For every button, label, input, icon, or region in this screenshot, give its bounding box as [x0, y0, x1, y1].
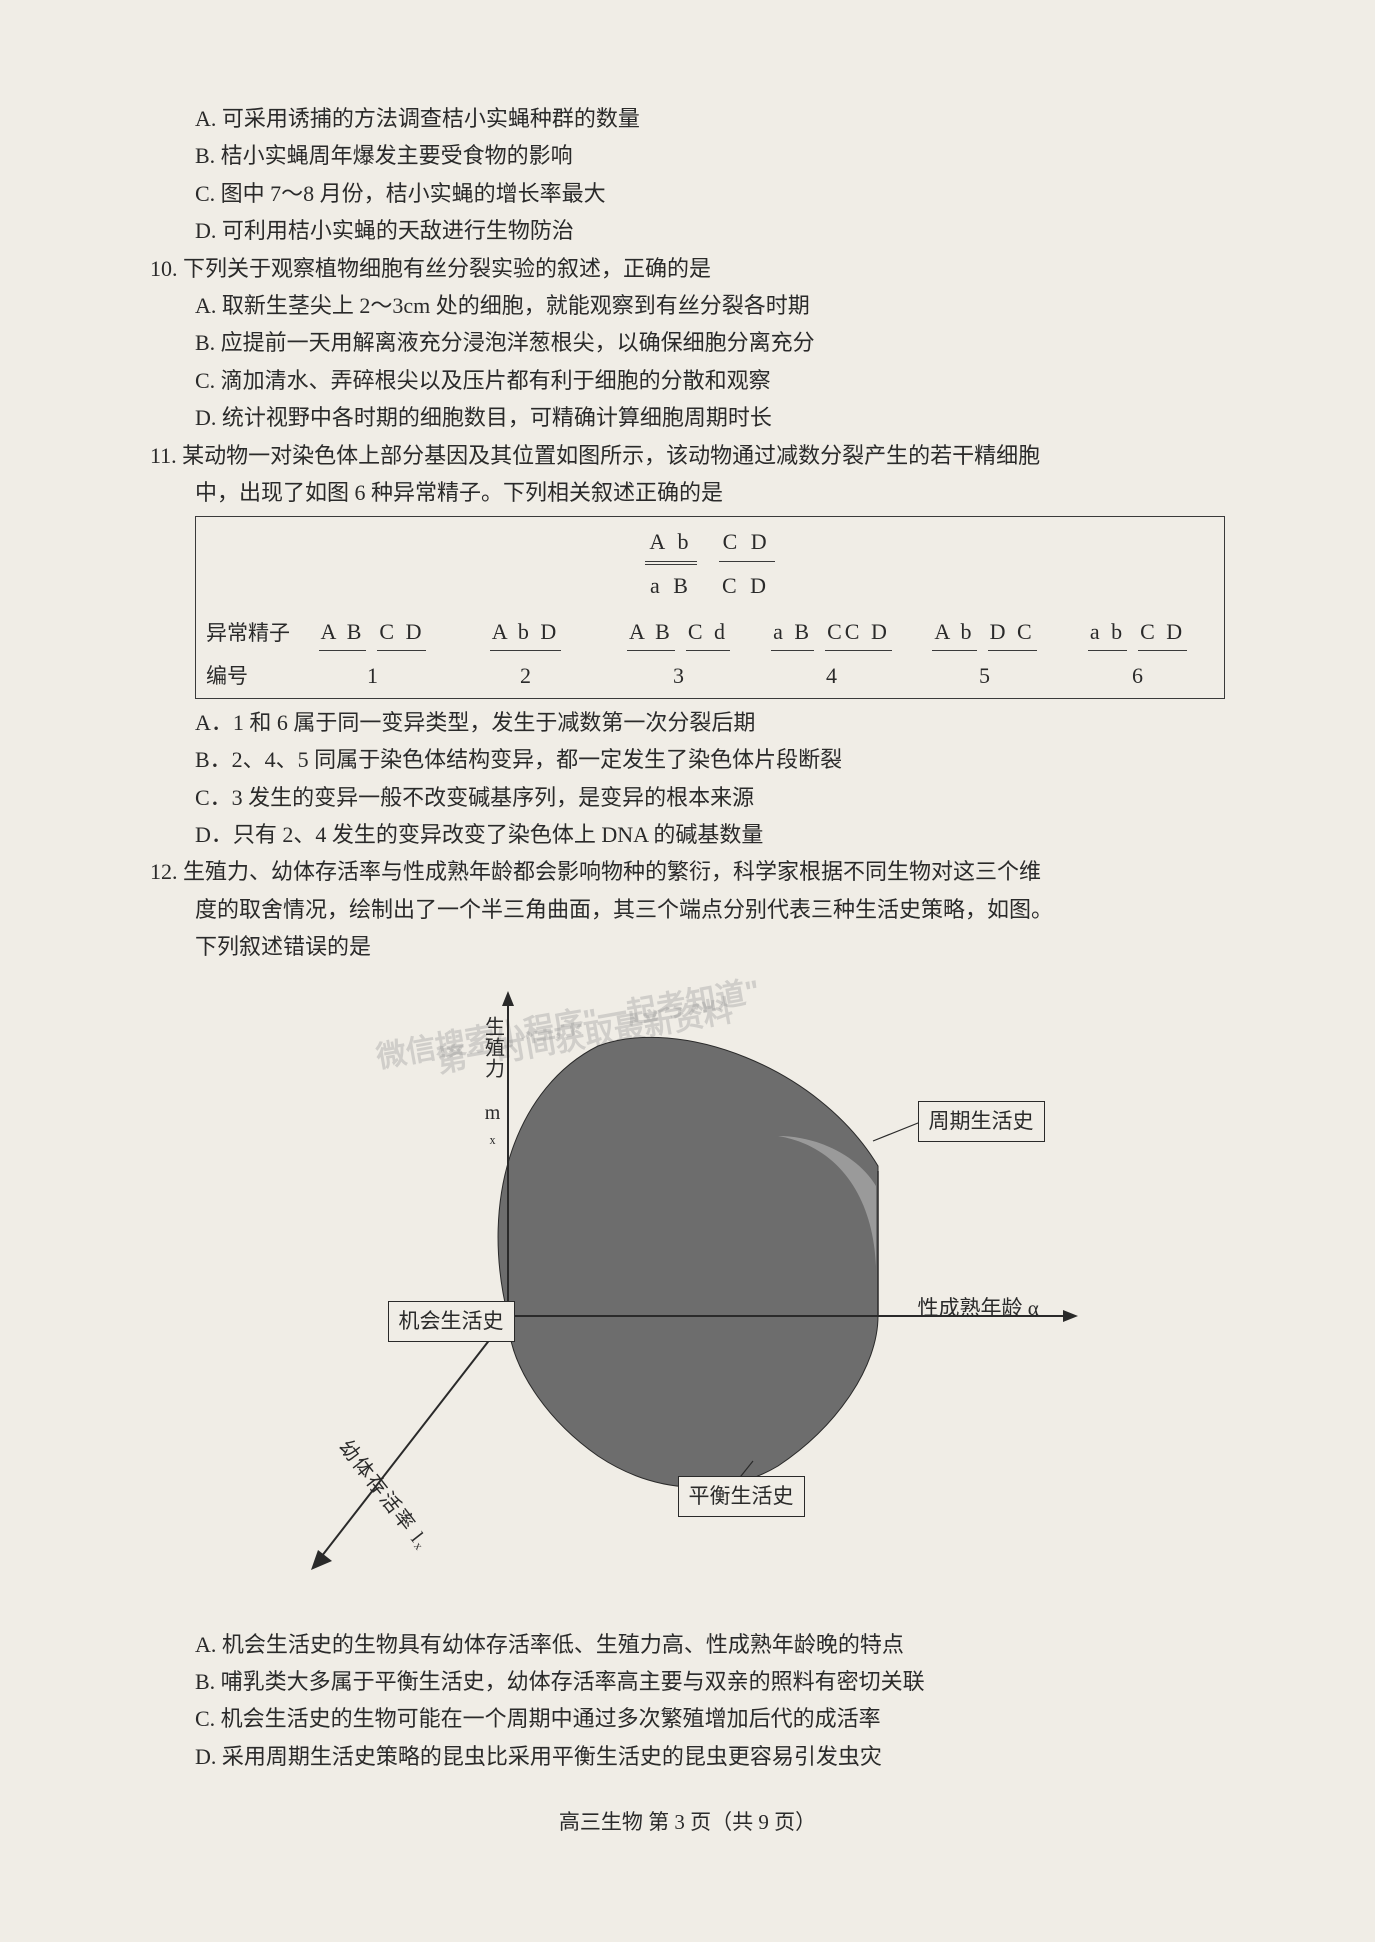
q10-option-a: A. 取新生茎尖上 2～3cm 处的细胞，就能观察到有丝分裂各时期: [120, 287, 1255, 324]
sperm-1-c2: C D: [377, 613, 426, 651]
q10-option-d: D. 统计视野中各时期的细胞数目，可精确计算细胞周期时长: [120, 399, 1255, 436]
y-axis-arrow: [502, 991, 514, 1006]
parent-chrom-bot-1: a B: [646, 567, 696, 604]
q10-stem: 10. 下列关于观察植物细胞有丝分裂实验的叙述，正确的是: [120, 250, 1255, 287]
sperm-parent-row: A b C D a B C D: [196, 517, 1224, 610]
sperm-num-label: 编号: [206, 659, 296, 695]
parent-chrom-top-2: C D: [719, 523, 775, 561]
sperm-5-c1: A b: [932, 613, 976, 651]
sperm-table: A b C D a B C D 异常精子 A B C D A b D A B C…: [195, 516, 1225, 699]
q12-option-b: B. 哺乳类大多属于平衡生活史，幼体存活率高主要与双亲的照料有密切关联: [120, 1663, 1255, 1700]
sperm-num-5: 5: [908, 657, 1061, 694]
page-footer: 高三生物 第 3 页（共 9 页）: [120, 1805, 1255, 1841]
sperm-num-3: 3: [602, 657, 755, 694]
q12-stem-line3: 下列叙述错误的是: [120, 928, 1255, 965]
q11-option-c: C．3 发生的变异一般不改变碱基序列，是变异的根本来源: [120, 779, 1255, 816]
sperm-row-label: 异常精子: [206, 616, 296, 652]
label-opportunity: 机会生活史: [388, 1301, 515, 1343]
q9-option-c: C. 图中 7～8 月份，桔小实蝇的增长率最大: [120, 175, 1255, 212]
sperm-4-c1: a B: [771, 613, 814, 651]
q12-option-d: D. 采用周期生活史策略的昆虫比采用平衡生活史的昆虫更容易引发虫灾: [120, 1738, 1255, 1775]
q11-option-b: B．2、4、5 同属于染色体结构变异，都一定发生了染色体片段断裂: [120, 741, 1255, 778]
q12-stem-line1: 12. 生殖力、幼体存活率与性成熟年龄都会影响物种的繁衍，科学家根据不同生物对这…: [120, 853, 1255, 890]
sperm-num-6: 6: [1061, 657, 1214, 694]
q11-stem-line2: 中，出现了如图 6 种异常精子。下列相关叙述正确的是: [120, 474, 1255, 511]
q12-option-c: C. 机会生活史的生物可能在一个周期中通过多次繁殖增加后代的成活率: [120, 1700, 1255, 1737]
z-axis-arrow: [311, 1550, 332, 1570]
x-axis-arrow: [1063, 1310, 1078, 1322]
triangle-surface: [498, 1037, 878, 1487]
q10-option-c: C. 滴加清水、弄碎根尖以及压片都有利于细胞的分散和观察: [120, 362, 1255, 399]
q11-option-d: D．只有 2、4 发生的变异改变了染色体上 DNA 的碱基数量: [120, 816, 1255, 853]
sperm-num-4: 4: [755, 657, 908, 694]
q10-option-b: B. 应提前一天用解离液充分浸泡洋葱根尖，以确保细胞分离充分: [120, 324, 1255, 361]
q12-option-a: A. 机会生活史的生物具有幼体存活率低、生殖力高、性成熟年龄晚的特点: [120, 1626, 1255, 1663]
q11-option-a: A．1 和 6 属于同一变异类型，发生于减数第一次分裂后期: [120, 704, 1255, 741]
label-equilibrium: 平衡生活史: [678, 1476, 805, 1518]
y-axis-label: 生殖力 mₓ: [476, 1016, 510, 1148]
label-periodic: 周期生活史: [918, 1101, 1045, 1143]
x-axis-label: 性成熟年龄 α: [918, 1291, 1039, 1327]
sperm-number-row: 编号 1 2 3 4 5 6: [196, 654, 1224, 697]
life-history-diagram: 生殖力 mₓ 性成熟年龄 α 幼体存活率 lₓ 机会生活史 周期生活史 平衡生活…: [278, 986, 1098, 1606]
sperm-num-2: 2: [449, 657, 602, 694]
sperm-6-c2: C D: [1138, 613, 1187, 651]
sperm-3-c2: C d: [686, 613, 730, 651]
q11-stem-line1: 11. 某动物一对染色体上部分基因及其位置如图所示，该动物通过减数分裂产生的若干…: [120, 437, 1255, 474]
q12-stem-line2: 度的取舍情况，绘制出了一个半三角曲面，其三个端点分别代表三种生活史策略，如图。: [120, 891, 1255, 928]
q9-option-a: A. 可采用诱捕的方法调查桔小实蝇种群的数量: [120, 100, 1255, 137]
q9-option-b: B. 桔小实蝇周年爆发主要受食物的影响: [120, 137, 1255, 174]
sperm-2-c1: A b D: [490, 613, 562, 651]
parent-chrom-top-1: A b: [645, 523, 696, 564]
sperm-num-1: 1: [296, 657, 449, 694]
sperm-abnormal-row: 异常精子 A B C D A b D A B C d a B CC D A b …: [196, 610, 1224, 654]
sperm-4-c2: CC D: [825, 613, 892, 651]
sperm-6-c1: a b: [1088, 613, 1127, 651]
sperm-3-c1: A B: [627, 613, 675, 651]
label-connector-periodic: [873, 1121, 923, 1141]
sperm-5-c2: D C: [988, 613, 1037, 651]
q9-option-d: D. 可利用桔小实蝇的天敌进行生物防治: [120, 212, 1255, 249]
parent-chrom-bot-2: C D: [718, 567, 774, 604]
sperm-1-c1: A B: [319, 613, 367, 651]
